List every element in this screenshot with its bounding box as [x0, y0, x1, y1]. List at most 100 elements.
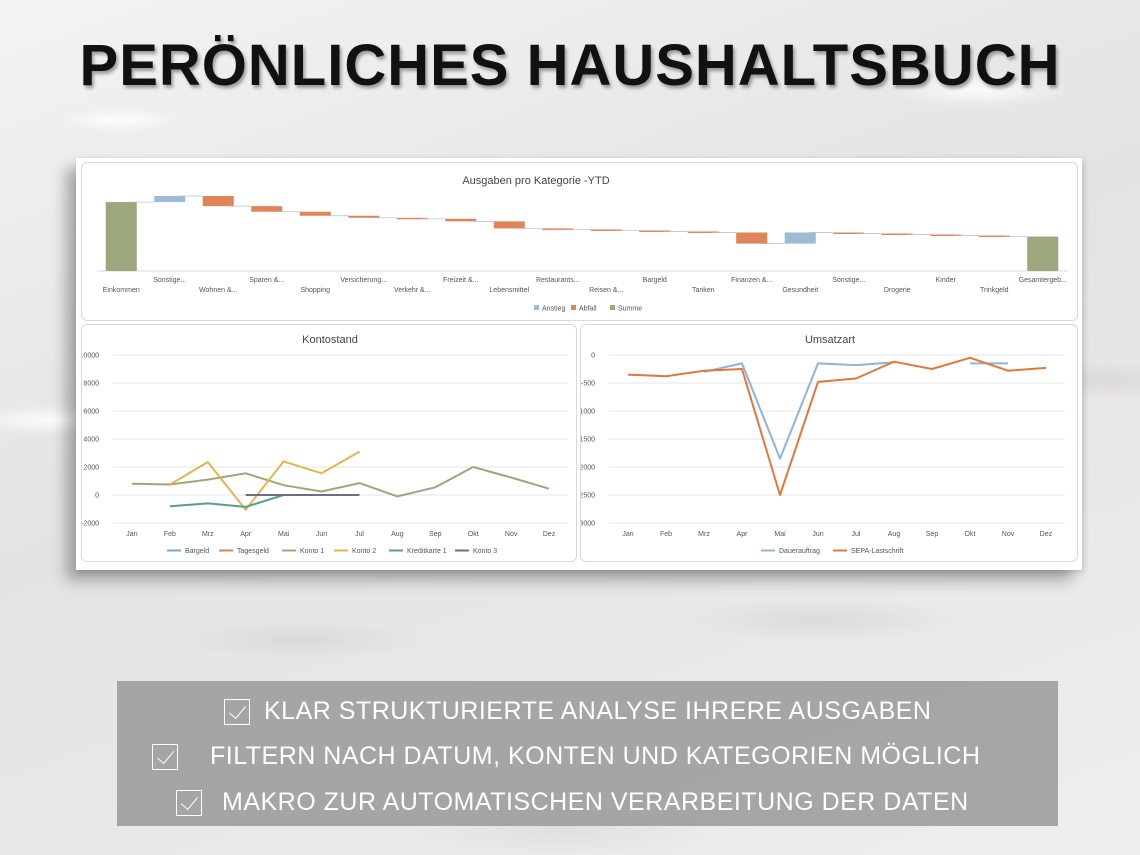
x-tick-label: Mrz — [202, 531, 214, 538]
waterfall-bar — [1027, 236, 1059, 271]
x-tick-label: Mai — [278, 531, 290, 538]
series-line — [131, 466, 550, 498]
x-tick-label: Mai — [774, 531, 786, 538]
legend-label: Bargeld — [185, 548, 209, 555]
waterfall-chart-panel: Ausgaben pro Kategorie -YTD Einkommen Sons… — [81, 162, 1078, 321]
waterfall-bar — [736, 232, 768, 244]
y-tick-label: -3000 — [581, 521, 595, 528]
feature-item: KLAR STRUKTURIERTE ANALYSE IHRERE AUSGAB… — [224, 697, 931, 726]
legend-label: Konto 1 — [300, 548, 324, 555]
x-tick-label: Okt — [965, 531, 976, 538]
waterfall-bar — [639, 230, 671, 232]
x-tick-label: Wohnen &... — [199, 287, 237, 294]
x-tick-label: Aug — [391, 531, 404, 538]
x-tick-label: Feb — [164, 531, 176, 538]
x-tick-label: Einkommen — [103, 287, 140, 294]
x-tick-label: Freizeit &... — [443, 277, 478, 284]
x-tick-label: Verkehr &... — [394, 287, 431, 294]
x-tick-label: Aug — [888, 531, 901, 538]
x-tick-label: Jan — [126, 531, 137, 538]
series-line — [703, 361, 895, 460]
legend-swatch — [571, 305, 576, 310]
x-tick-label: Bargeld — [643, 277, 667, 284]
legend-label: Kreditkarte 1 — [407, 548, 447, 555]
x-tick-label: Kinder — [936, 277, 957, 284]
waterfall-bar — [493, 221, 525, 229]
x-tick-label: Jul — [355, 531, 364, 538]
y-tick-label: -2000 — [82, 521, 99, 528]
x-tick-label: Apr — [737, 531, 749, 538]
x-tick-label: Apr — [240, 531, 252, 538]
chart-title: Ausgaben pro Kategorie -YTD — [462, 175, 609, 187]
x-tick-label: Nov — [1002, 531, 1015, 538]
x-tick-label: Jan — [622, 531, 633, 538]
x-tick-label: Versicherung... — [340, 277, 387, 284]
series-line — [169, 494, 284, 508]
feature-item: FILTERN NACH DATUM, KONTEN UND KATEGORIE… — [152, 742, 980, 771]
x-tick-label: Sep — [926, 531, 939, 538]
y-tick-label: -1500 — [581, 437, 595, 444]
y-tick-label: -1000 — [581, 409, 595, 416]
chart-title: Umsatzart — [805, 334, 855, 346]
x-tick-label: Reisen &... — [589, 287, 623, 294]
y-tick-label: 0 — [95, 493, 99, 500]
legend-label: Abfall — [579, 306, 597, 313]
waterfall-bar — [881, 233, 913, 235]
y-tick-label: 4000 — [83, 437, 99, 444]
waterfall-bar — [154, 196, 186, 203]
waterfall-bar — [396, 217, 428, 220]
x-tick-label: Shopping — [300, 287, 330, 294]
kontostand-chart: Kontostand 10000 8000 6000 4000 2000 0 -2000 Jan… — [82, 334, 568, 555]
waterfall-bar — [784, 232, 816, 244]
waterfall-bar — [445, 218, 477, 222]
legend-label: Tagesgeld — [237, 548, 269, 555]
legend-swatch — [610, 305, 615, 310]
waterfall-bar — [202, 196, 234, 207]
y-tick-label: 10000 — [82, 353, 99, 360]
x-tick-label: Mrz — [698, 531, 710, 538]
y-tick-label: 8000 — [83, 381, 99, 388]
y-tick-label: 6000 — [83, 409, 99, 416]
feature-item: MAKRO ZUR AUTOMATISCHEN VERARBEITUNG DER… — [176, 788, 969, 817]
x-tick-label: Gesundheit — [782, 287, 818, 294]
series-line — [169, 450, 360, 511]
legend-label: Konto 2 — [352, 548, 376, 555]
waterfall-chart: Ausgaben pro Kategorie -YTD Einkommen Sons… — [97, 175, 1067, 313]
waterfall-bar — [542, 228, 574, 230]
umsatzart-chart: Umsatzart 0 -500 -1000 -1500 -2000 -2500 -3000 J… — [581, 334, 1065, 555]
checkbox-icon — [176, 789, 202, 816]
legend-label: Anstieg — [542, 306, 565, 313]
umsatzart-chart-panel: Umsatzart 0 -500 -1000 -1500 -2000 -2500 -3000 J… — [580, 324, 1078, 562]
feature-text: MAKRO ZUR AUTOMATISCHEN VERARBEITUNG DER… — [222, 788, 969, 816]
feature-banner — [117, 681, 1058, 826]
x-tick-label: Finanzen &... — [731, 277, 772, 284]
waterfall-bar — [590, 229, 622, 231]
y-tick-label: -2500 — [581, 493, 595, 500]
x-tick-label: Dez — [543, 531, 556, 538]
legend-swatch — [534, 305, 539, 310]
legend-label: Konto 3 — [473, 548, 497, 555]
series-line — [627, 356, 1047, 496]
y-tick-label: -500 — [581, 381, 595, 388]
checkbox-icon — [152, 743, 178, 770]
x-tick-label: Sonstige... — [832, 277, 865, 284]
waterfall-bar — [105, 202, 137, 271]
x-tick-label: Feb — [660, 531, 672, 538]
waterfall-bar — [687, 231, 719, 233]
y-tick-label: -2000 — [581, 465, 595, 472]
legend-label: SEPA-Lastschrift — [851, 548, 903, 555]
dashboard-sheet: Ausgaben pro Kategorie -YTD Einkommen Sons… — [76, 158, 1082, 570]
x-tick-label: Dez — [1040, 531, 1053, 538]
legend-label: Dauerauftrag — [779, 548, 820, 555]
waterfall-bar — [978, 235, 1010, 238]
waterfall-bar — [251, 206, 283, 212]
page-title: PERÖNLICHES HAUSHALTSBUCH — [79, 33, 1061, 98]
x-tick-label: Gesamtergeb... — [1019, 277, 1067, 284]
x-tick-label: Tanken — [692, 287, 715, 294]
checkbox-icon — [224, 698, 250, 725]
x-tick-label: Trinkgeld — [980, 287, 1009, 294]
x-tick-label: Sep — [429, 531, 442, 538]
kontostand-chart-panel: Kontostand 10000 8000 6000 4000 2000 0 -2000 Jan… — [81, 324, 577, 562]
waterfall-bar — [299, 211, 331, 216]
waterfall-bar — [833, 232, 865, 234]
